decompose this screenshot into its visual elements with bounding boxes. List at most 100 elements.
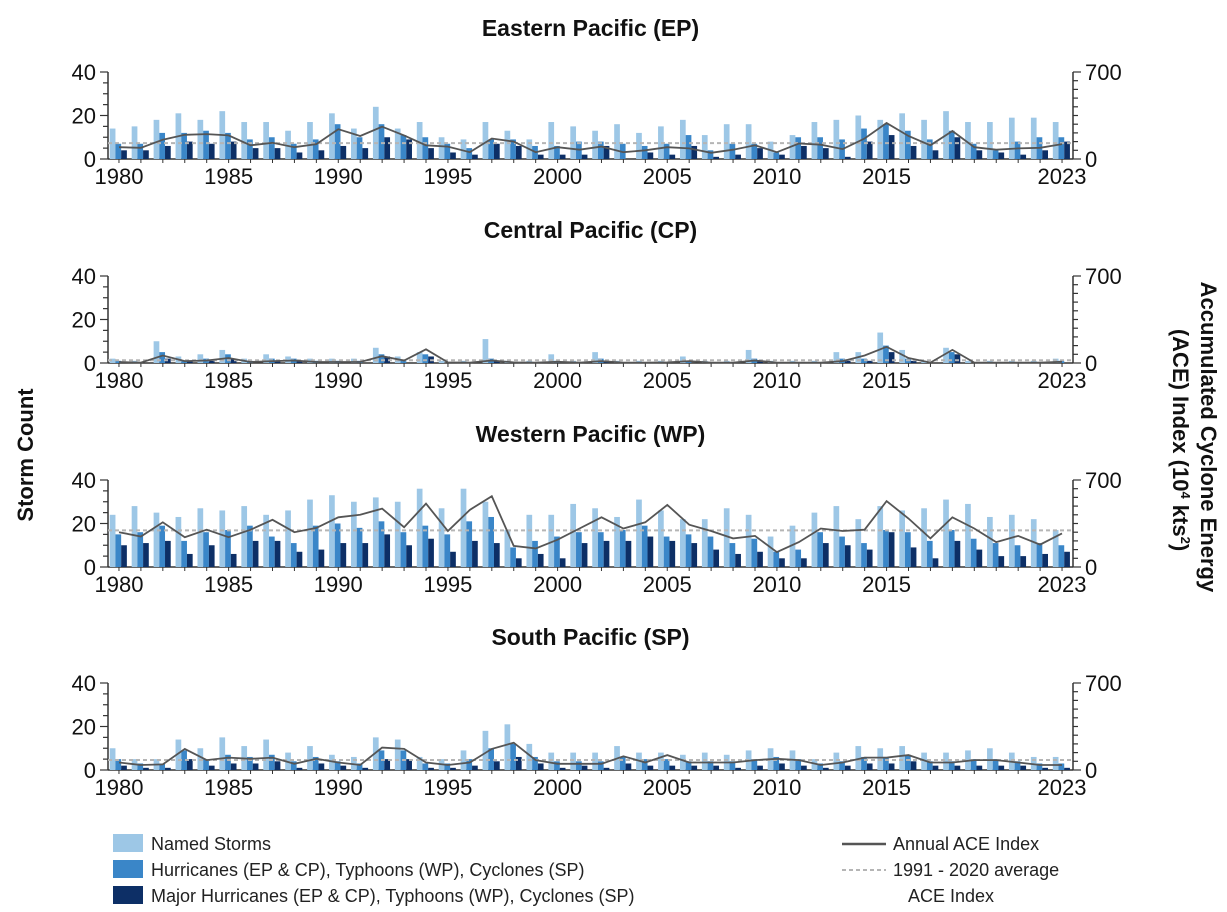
legend-label-hurricanes: Hurricanes (EP & CP), Typhoons (WP), Cyc… xyxy=(151,860,584,880)
bar-named xyxy=(416,352,423,363)
bar-hurricanes xyxy=(181,132,187,159)
bar-major xyxy=(252,148,259,159)
bar-hurricanes xyxy=(159,132,166,159)
x-tick-label: 1990 xyxy=(314,775,363,800)
y-tick-label: 40 xyxy=(72,264,96,289)
bar-hurricanes xyxy=(817,763,823,770)
bar-hurricanes xyxy=(685,761,692,770)
legend: Named Storms Hurricanes (EP & CP), Typho… xyxy=(113,834,1059,906)
bar-hurricanes xyxy=(268,536,275,567)
bar-major xyxy=(603,540,610,567)
bar-major xyxy=(274,761,281,770)
bar-major xyxy=(998,765,1005,770)
bar-major xyxy=(208,765,215,770)
bar-major xyxy=(494,360,500,363)
bar-named xyxy=(811,512,818,567)
bar-named xyxy=(109,514,116,567)
bar-named xyxy=(548,514,555,567)
bar-named xyxy=(789,525,796,567)
bar-named xyxy=(745,124,752,159)
bar-major xyxy=(844,765,851,770)
bar-named xyxy=(658,510,664,567)
bar-major xyxy=(362,148,369,159)
x-tick-label: 2015 xyxy=(862,164,911,189)
bar-major xyxy=(494,143,500,159)
bar-hurricanes xyxy=(554,536,560,567)
bar-hurricanes xyxy=(597,532,604,567)
bar-major xyxy=(691,145,698,159)
bar-hurricanes xyxy=(970,143,977,159)
bar-named xyxy=(1030,519,1037,567)
bar-named xyxy=(329,113,335,159)
bar-named xyxy=(482,339,489,363)
bar-major xyxy=(296,767,303,770)
bar-named xyxy=(570,503,577,567)
bar-named xyxy=(219,510,226,567)
bar-hurricanes xyxy=(883,756,889,770)
bar-major xyxy=(691,765,698,770)
bar-major xyxy=(713,549,720,567)
bar-named xyxy=(197,508,204,567)
bar-named xyxy=(504,130,511,159)
bar-major xyxy=(318,763,325,770)
bar-major xyxy=(757,551,763,567)
bar-hurricanes xyxy=(970,538,977,567)
bar-major xyxy=(757,765,763,770)
bar-major xyxy=(143,543,149,567)
bar-hurricanes xyxy=(597,761,604,770)
bar-hurricanes xyxy=(970,759,977,770)
bar-named xyxy=(548,354,555,363)
bar-named xyxy=(416,756,423,770)
bar-hurricanes xyxy=(861,756,867,770)
bar-named xyxy=(548,122,555,159)
bar-hurricanes xyxy=(576,761,582,770)
bar-major xyxy=(406,759,412,770)
bar-hurricanes xyxy=(905,130,911,159)
bar-hurricanes xyxy=(510,139,516,159)
y2-tick-label: 700 xyxy=(1085,671,1122,696)
bar-major xyxy=(581,154,588,159)
bar-major xyxy=(186,759,193,770)
bar-hurricanes xyxy=(422,354,429,363)
bar-named xyxy=(592,352,598,363)
bar-named xyxy=(745,514,752,567)
bar-hurricanes xyxy=(861,128,867,159)
bar-hurricanes xyxy=(1036,543,1043,567)
bar-major xyxy=(230,358,237,363)
bar-major xyxy=(866,763,873,770)
panel-0: Eastern Pacific (EP) 0 20 40 0 700 1980 1985 199… xyxy=(72,15,1122,189)
bar-major xyxy=(537,553,544,567)
right-axis-title-close: ) xyxy=(1168,544,1193,551)
bar-hurricanes xyxy=(400,532,407,567)
bar-major xyxy=(757,148,763,159)
x-tick-label: 2010 xyxy=(752,368,801,393)
panel-1: Central Pacific (CP) 0 20 40 0 700 1980 1985 199… xyxy=(72,217,1122,393)
x-tick-label: 2005 xyxy=(643,572,692,597)
bar-major xyxy=(844,156,851,159)
bar-named xyxy=(504,724,511,770)
right-axis-title-sup2: 2 xyxy=(1178,537,1193,544)
bar-major xyxy=(230,553,237,567)
bar-major xyxy=(910,360,917,363)
x-tick-label: 2023 xyxy=(1038,775,1087,800)
bar-named xyxy=(329,358,335,363)
bar-major xyxy=(603,767,610,770)
bar-major xyxy=(230,141,237,159)
bar-hurricanes xyxy=(400,360,407,363)
bar-hurricanes xyxy=(1014,545,1021,567)
y-tick-label: 40 xyxy=(72,671,96,696)
bar-major xyxy=(888,532,895,567)
bar-major xyxy=(186,360,193,363)
bar-major xyxy=(318,549,325,567)
bar-named xyxy=(416,122,423,159)
bar-major xyxy=(1042,767,1048,770)
y2-tick-label: 700 xyxy=(1085,60,1122,85)
bar-hurricanes xyxy=(685,135,692,159)
bar-major xyxy=(165,767,171,770)
bar-named xyxy=(372,347,379,363)
bar-hurricanes xyxy=(817,532,823,567)
bar-hurricanes xyxy=(663,759,670,770)
bar-named xyxy=(855,519,862,567)
bar-hurricanes xyxy=(225,530,231,567)
bar-major xyxy=(932,765,939,770)
